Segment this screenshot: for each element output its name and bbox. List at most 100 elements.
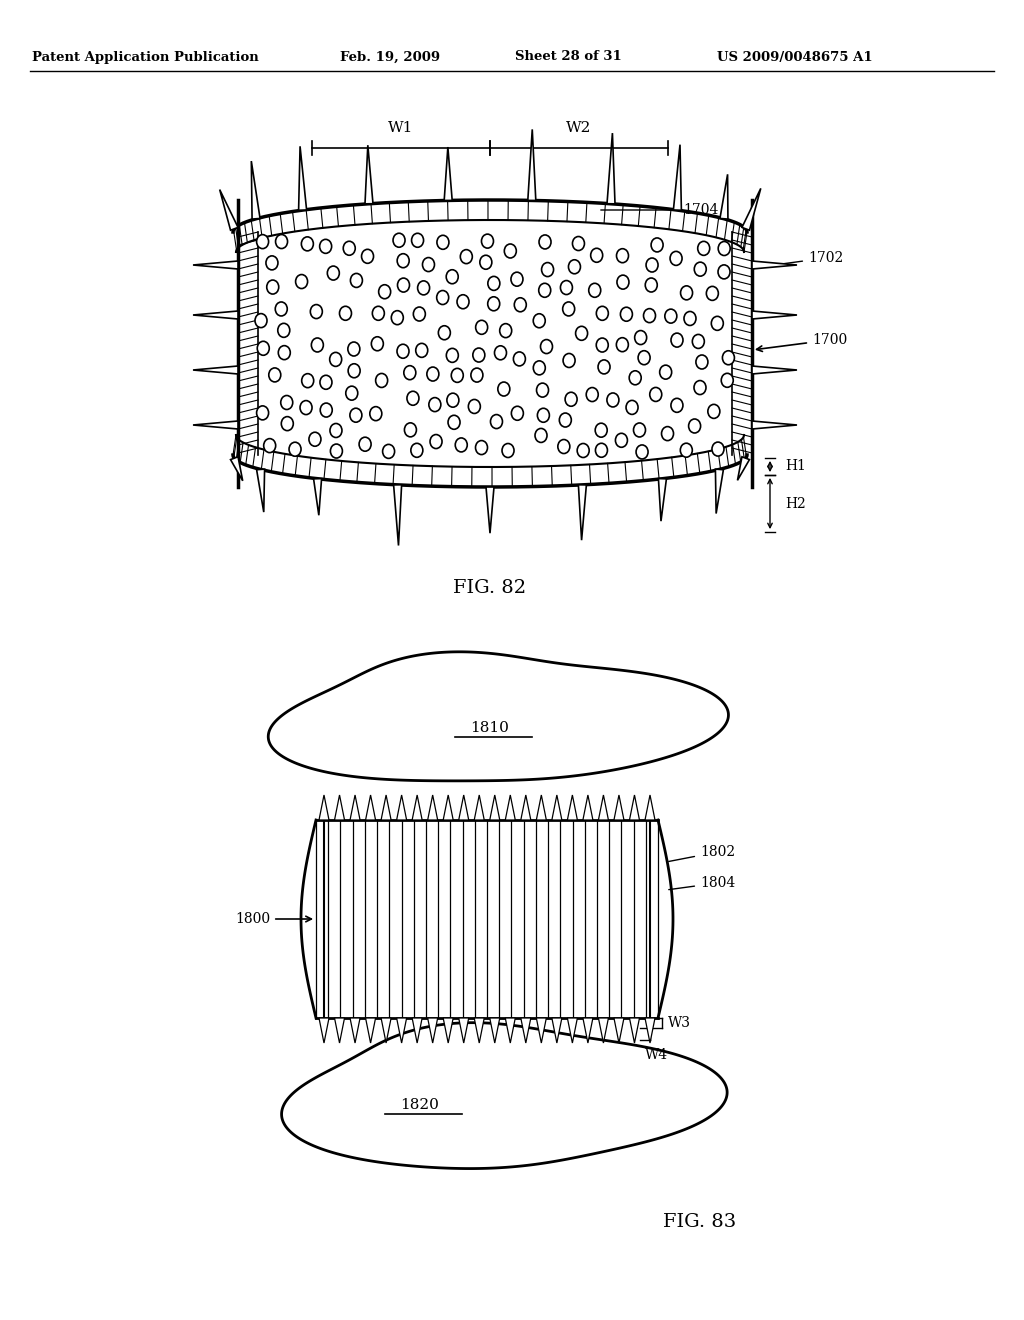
Ellipse shape	[586, 388, 598, 401]
Ellipse shape	[473, 348, 484, 362]
Polygon shape	[505, 1018, 515, 1043]
Ellipse shape	[616, 275, 629, 289]
Polygon shape	[752, 261, 797, 269]
Ellipse shape	[481, 234, 494, 248]
Polygon shape	[350, 1018, 360, 1043]
Polygon shape	[393, 484, 401, 545]
Ellipse shape	[350, 408, 361, 422]
Ellipse shape	[645, 279, 657, 292]
Ellipse shape	[348, 342, 359, 356]
Ellipse shape	[595, 444, 607, 457]
Ellipse shape	[712, 317, 723, 330]
Ellipse shape	[268, 368, 281, 381]
Ellipse shape	[539, 284, 551, 297]
Ellipse shape	[568, 260, 581, 273]
Ellipse shape	[722, 351, 734, 364]
Polygon shape	[366, 795, 376, 820]
Ellipse shape	[535, 429, 547, 442]
Ellipse shape	[638, 351, 650, 364]
Ellipse shape	[502, 444, 514, 458]
Text: H2: H2	[785, 496, 806, 511]
Ellipse shape	[427, 367, 439, 381]
Polygon shape	[598, 1018, 608, 1043]
Polygon shape	[396, 795, 407, 820]
Ellipse shape	[330, 424, 342, 437]
Polygon shape	[251, 161, 260, 219]
Ellipse shape	[537, 383, 549, 397]
Polygon shape	[444, 147, 453, 201]
Ellipse shape	[596, 338, 608, 352]
Ellipse shape	[670, 251, 682, 265]
Ellipse shape	[680, 444, 692, 457]
Polygon shape	[474, 1018, 484, 1043]
Ellipse shape	[696, 355, 708, 370]
Ellipse shape	[456, 438, 467, 451]
Polygon shape	[396, 1018, 407, 1043]
Ellipse shape	[643, 309, 655, 322]
Ellipse shape	[255, 314, 267, 327]
Text: Sheet 28 of 31: Sheet 28 of 31	[515, 50, 622, 63]
Ellipse shape	[563, 354, 575, 367]
Polygon shape	[319, 795, 329, 820]
Ellipse shape	[636, 445, 648, 459]
Polygon shape	[645, 1018, 655, 1043]
Ellipse shape	[343, 242, 355, 255]
Polygon shape	[583, 795, 593, 820]
Text: 1802: 1802	[669, 845, 735, 862]
Ellipse shape	[468, 400, 480, 413]
Ellipse shape	[266, 280, 279, 294]
Ellipse shape	[607, 393, 618, 407]
Ellipse shape	[487, 297, 500, 310]
Ellipse shape	[319, 375, 332, 389]
Ellipse shape	[616, 338, 629, 351]
Text: W3: W3	[668, 1016, 691, 1030]
Ellipse shape	[257, 342, 269, 355]
Polygon shape	[350, 795, 360, 820]
Ellipse shape	[350, 273, 362, 288]
Ellipse shape	[538, 408, 550, 422]
Ellipse shape	[598, 360, 610, 374]
Polygon shape	[742, 189, 761, 230]
Polygon shape	[459, 1018, 469, 1043]
Text: 1804: 1804	[669, 876, 735, 890]
Ellipse shape	[534, 314, 545, 327]
Polygon shape	[193, 366, 238, 374]
Polygon shape	[552, 1018, 562, 1043]
Ellipse shape	[665, 309, 677, 323]
Polygon shape	[282, 1023, 727, 1168]
Ellipse shape	[671, 333, 683, 347]
Ellipse shape	[436, 290, 449, 305]
Ellipse shape	[707, 286, 719, 301]
Text: W4: W4	[645, 1048, 668, 1063]
Ellipse shape	[321, 403, 332, 417]
Polygon shape	[752, 312, 797, 319]
Ellipse shape	[718, 242, 730, 256]
Polygon shape	[567, 1018, 578, 1043]
Ellipse shape	[487, 276, 500, 290]
Ellipse shape	[626, 400, 638, 414]
Ellipse shape	[383, 445, 394, 458]
Polygon shape	[474, 795, 484, 820]
Ellipse shape	[629, 371, 641, 385]
Ellipse shape	[615, 433, 628, 447]
Ellipse shape	[278, 323, 290, 338]
Ellipse shape	[541, 339, 553, 354]
Text: Patent Application Publication: Patent Application Publication	[32, 50, 258, 63]
Ellipse shape	[361, 249, 374, 263]
Ellipse shape	[539, 235, 551, 249]
Ellipse shape	[559, 413, 571, 428]
Text: FIG. 83: FIG. 83	[664, 1213, 736, 1232]
Ellipse shape	[621, 308, 633, 321]
Text: 1702: 1702	[755, 251, 843, 268]
Ellipse shape	[651, 238, 664, 252]
Ellipse shape	[500, 323, 512, 338]
Polygon shape	[268, 652, 728, 781]
Ellipse shape	[414, 308, 425, 321]
Ellipse shape	[391, 310, 403, 325]
Ellipse shape	[692, 334, 705, 348]
Polygon shape	[716, 469, 723, 513]
Ellipse shape	[301, 236, 313, 251]
Ellipse shape	[684, 312, 696, 326]
Ellipse shape	[471, 368, 483, 381]
Ellipse shape	[416, 343, 428, 358]
